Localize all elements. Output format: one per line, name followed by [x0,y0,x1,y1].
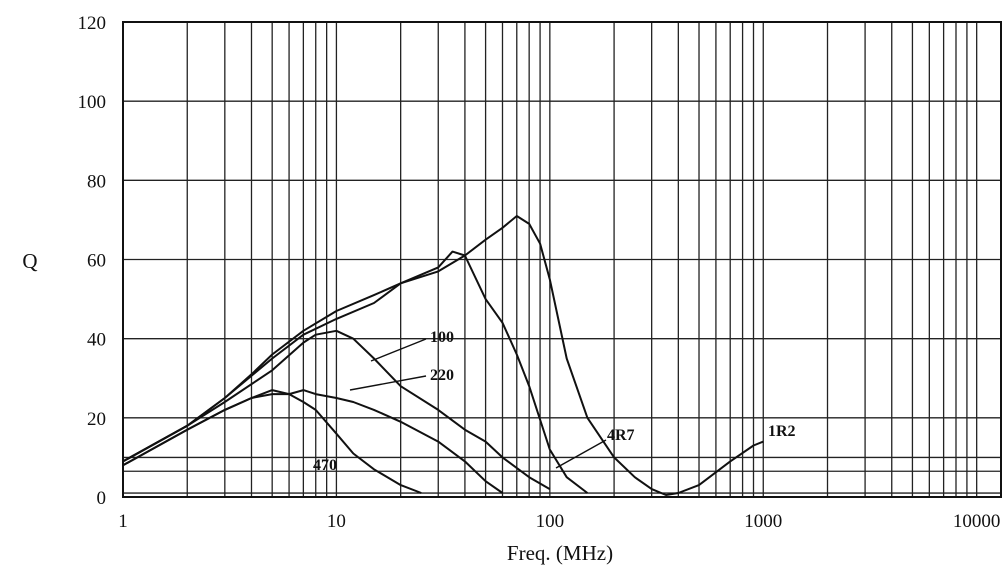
x-tick-label: 1 [118,511,128,532]
x-tick-label: 10 [327,511,346,532]
y-tick-label: 80 [87,171,106,192]
series-label-1r2: 1R2 [768,423,796,440]
y-axis-title: Q [22,249,37,273]
y-tick-label: 60 [87,251,106,272]
y-tick-label: 120 [78,13,107,34]
series-line-4r7 [122,250,589,494]
x-axis-title: Freq. (MHz) [507,541,613,565]
y-tick-labels: 0 20 40 60 80 100 120 [78,13,107,509]
series-label-4r7: 4R7 [607,427,635,444]
leader-line-100 [370,338,427,362]
leader-line-4r7 [555,439,607,469]
series-line-470 [122,389,422,494]
plot-frame [122,21,1002,498]
series-line-1r2 [122,215,764,496]
series-line-100 [122,329,551,490]
series-labels: 1R2 4R7 100 220 470 [313,329,796,474]
x-tick-labels: 1 10 100 1000 10000 [118,511,1000,532]
leader-line-220 [349,375,427,391]
series-label-470: 470 [313,457,337,474]
series-curves [122,215,764,496]
x-tick-label: 1000 [744,511,782,532]
y-tick-label: 100 [78,92,107,113]
series-line-220 [122,389,504,494]
series-label-220: 220 [430,367,454,384]
series-label-100: 100 [430,329,454,346]
y-tick-label: 20 [87,409,106,430]
y-tick-label: 0 [97,488,107,509]
x-tick-label: 10000 [953,511,1001,532]
y-tick-label: 40 [87,330,106,351]
x-tick-label: 100 [536,511,565,532]
grid [122,21,1001,498]
